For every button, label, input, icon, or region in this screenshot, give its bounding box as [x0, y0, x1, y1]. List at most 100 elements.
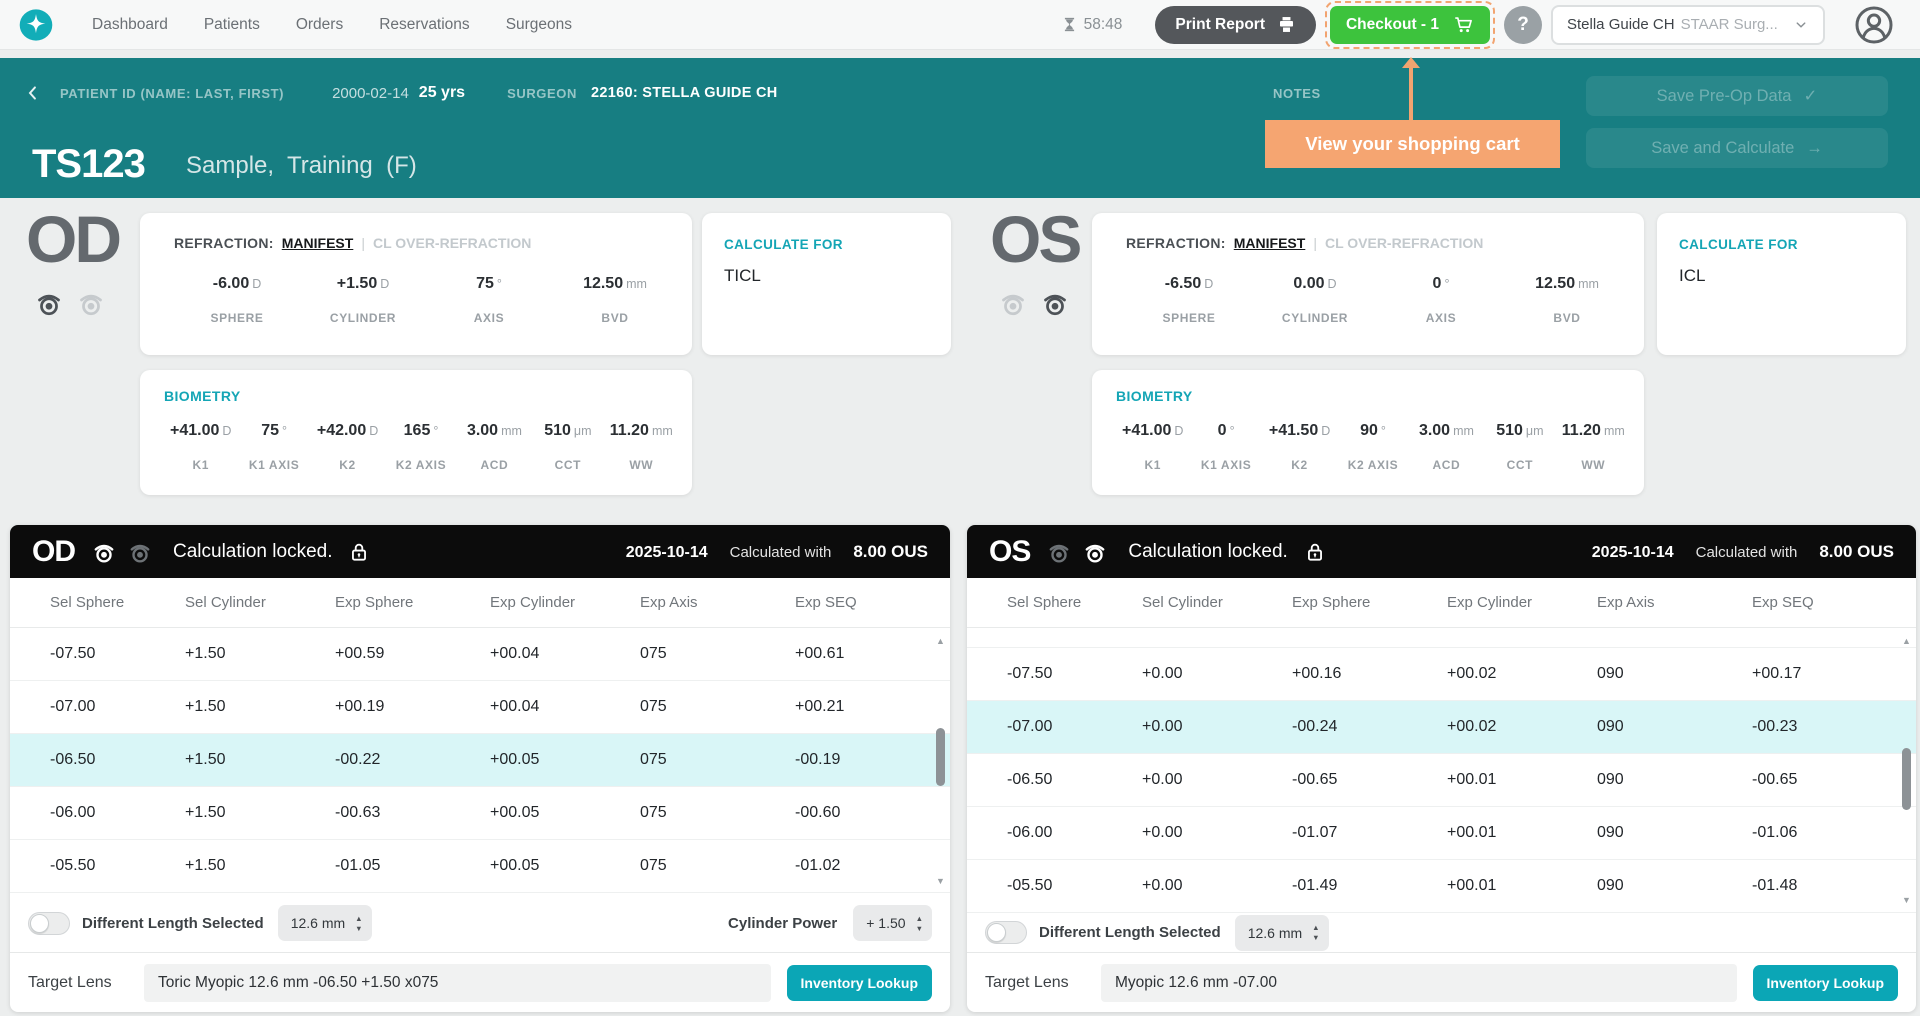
table-row[interactable]: -07.00 +1.50 +00.19 +00.04 075 +00.21 [10, 681, 950, 734]
field-unit: ° [433, 424, 439, 438]
table-row[interactable]: -06.00 +0.00 -01.07 +00.01 090 -01.06 [967, 807, 1916, 860]
account-name: Stella Guide CH [1567, 16, 1675, 33]
table-row-selected[interactable]: -07.00 +0.00 -00.24 +00.02 090 -00.23 [967, 701, 1916, 754]
nav-orders[interactable]: Orders [295, 15, 344, 33]
od-eye-icon-active[interactable] [91, 539, 117, 565]
tab-manifest[interactable]: MANIFEST [281, 235, 354, 251]
table-row-clipped[interactable]: -08.00 +0.00 +00.56 +00.02 090 +00.57 [967, 628, 1916, 648]
os-calculate-for-card: CALCULATE FOR ICL [1657, 213, 1906, 355]
stepper-down-icon[interactable]: ▼ [1312, 933, 1320, 942]
cell-sel-sphere: -06.50 [50, 751, 96, 768]
cell-sel-sphere: -05.50 [1007, 877, 1053, 894]
print-report-button[interactable]: Print Report [1155, 5, 1316, 44]
target-lens-input[interactable] [1101, 963, 1737, 1002]
cylinder-power-stepper[interactable]: + 1.50 ▲ ▼ [853, 905, 932, 941]
table-row[interactable]: -07.50 +0.00 +00.16 +00.02 090 +00.17 [967, 648, 1916, 701]
biometry-field-acd: 3.00 mm ACD [458, 422, 531, 472]
od-refraction-title-row: REFRACTION: MANIFEST | CL OVER-REFRACTIO… [174, 235, 678, 251]
biometry-field-cct: 510 μm CCT [1483, 422, 1556, 472]
stepper-up-icon[interactable]: ▲ [1312, 923, 1320, 932]
field-unit: mm [501, 424, 522, 438]
os-eye-icon-inactive[interactable] [1046, 539, 1072, 565]
nav-surgeons[interactable]: Surgeons [505, 15, 573, 33]
field-label: K2 [339, 458, 356, 472]
tab-manifest[interactable]: MANIFEST [1233, 235, 1306, 251]
table-row[interactable]: -06.00 +1.50 -00.63 +00.05 075 -00.60 [10, 787, 950, 840]
cell-sel-sphere: -07.00 [50, 698, 96, 715]
table-row[interactable]: -06.50 +0.00 -00.65 +00.01 090 -00.65 [967, 754, 1916, 807]
scrollbar-thumb[interactable] [1902, 748, 1911, 810]
col-exp-sphere: Exp Sphere [1292, 594, 1371, 611]
nav-patients[interactable]: Patients [203, 15, 260, 33]
stepper-down-icon[interactable]: ▼ [355, 923, 363, 933]
od-table-scrollbar[interactable]: ▲ ▼ [932, 628, 949, 894]
cell-sel-cylinder: +0.00 [1142, 771, 1183, 788]
od-eye-icon-active[interactable] [34, 288, 64, 318]
os-biometry-card: BIOMETRY +41.00 D K1 0 ° K1 AXIS +41.50 D K… [1092, 370, 1644, 495]
refraction-field-bvd: 12.50 mm BVD [552, 275, 678, 325]
save-preop-button[interactable]: Save Pre-Op Data ✓ [1586, 76, 1888, 116]
inventory-lookup-button[interactable]: Inventory Lookup [1752, 964, 1898, 1001]
cell-exp-seq: -00.65 [1752, 771, 1798, 788]
length-stepper[interactable]: 12.6 mm ▲ ▼ [277, 905, 372, 941]
os-table-scrollbar[interactable]: ▲ ▼ [1898, 628, 1915, 913]
stepper-up-icon[interactable]: ▲ [355, 913, 363, 923]
back-chevron-icon[interactable] [24, 84, 42, 102]
calculation-status: Calculation locked. [1128, 540, 1288, 562]
od-eye-icon-inactive[interactable] [127, 539, 153, 565]
stepper-down-icon[interactable]: ▼ [915, 923, 923, 933]
table-row[interactable]: -07.50 +1.50 +00.59 +00.04 075 +00.61 [10, 628, 950, 681]
tab-cl-over-refraction[interactable]: CL OVER-REFRACTION [1324, 235, 1484, 251]
scrollbar-thumb[interactable] [936, 728, 945, 786]
different-length-toggle[interactable] [28, 911, 70, 935]
user-avatar-icon[interactable] [1854, 5, 1894, 45]
lock-icon[interactable] [348, 541, 370, 563]
field-value: 12.50 [583, 275, 624, 292]
os-eye-icon-inactive[interactable] [998, 288, 1028, 318]
scroll-up-icon[interactable]: ▲ [1902, 636, 1911, 646]
inventory-lookup-button[interactable]: Inventory Lookup [786, 964, 932, 1001]
lock-icon[interactable] [1304, 541, 1326, 563]
stepper-arrows[interactable]: ▲ ▼ [355, 913, 363, 933]
cell-exp-cylinder: +00.05 [490, 804, 540, 821]
checkout-button[interactable]: Checkout - 1 [1329, 5, 1490, 44]
field-value: 11.20 [1561, 422, 1601, 439]
toggle-knob [30, 913, 49, 933]
calculation-status: Calculation locked. [173, 540, 333, 562]
table-row[interactable]: -05.50 +0.00 -01.49 +00.01 090 -01.48 [967, 860, 1916, 913]
different-length-toggle[interactable] [985, 921, 1027, 944]
os-eye-icon-active[interactable] [1040, 288, 1070, 318]
target-lens-input[interactable] [144, 963, 771, 1002]
table-row-selected[interactable]: -06.50 +1.50 -00.22 +00.05 075 -00.19 [10, 734, 950, 787]
field-unit: mm [1603, 424, 1625, 438]
stepper-up-icon[interactable]: ▲ [915, 913, 923, 923]
target-lens-label: Target Lens [985, 973, 1069, 991]
account-selector[interactable]: Stella Guide CH STAAR Surg... [1551, 4, 1825, 45]
nav-dashboard[interactable]: Dashboard [92, 15, 168, 33]
stepper-arrows[interactable]: ▲ ▼ [1312, 923, 1320, 942]
table-row[interactable]: -05.50 +1.50 -01.05 +00.05 075 -01.02 [10, 840, 950, 893]
save-and-calculate-button[interactable]: Save and Calculate → [1586, 128, 1888, 168]
field-value: 0 [1217, 422, 1227, 439]
refraction-field-axis: 0 ° AXIS [1378, 275, 1504, 325]
length-stepper[interactable]: 12.6 mm ▲ ▼ [1234, 914, 1329, 951]
cart-tooltip-arrow-head [1402, 57, 1420, 68]
scroll-down-icon[interactable]: ▼ [1902, 895, 1911, 905]
biometry-field-k2-axis: 165 ° K2 AXIS [384, 422, 457, 472]
calculation-date: 2025-10-14 [625, 543, 708, 561]
scroll-down-icon[interactable]: ▼ [936, 876, 945, 886]
field-label: AXIS [473, 311, 505, 325]
help-button[interactable]: ? [1504, 5, 1542, 44]
nav-reservations[interactable]: Reservations [379, 15, 470, 33]
tab-cl-over-refraction[interactable]: CL OVER-REFRACTION [372, 235, 532, 251]
field-value: 510 [1496, 422, 1523, 439]
cart-tooltip: View your shopping cart [1265, 120, 1560, 168]
od-eye-icon-inactive[interactable] [76, 288, 106, 318]
scroll-up-icon[interactable]: ▲ [936, 636, 945, 646]
os-eye-icon-active[interactable] [1082, 539, 1108, 565]
app-logo-icon[interactable] [18, 8, 54, 42]
print-report-label: Print Report [1175, 15, 1265, 33]
stepper-arrows[interactable]: ▲ ▼ [915, 913, 923, 933]
cell-exp-cylinder: +00.01 [1447, 771, 1497, 788]
field-label: SPHERE [1162, 311, 1216, 325]
